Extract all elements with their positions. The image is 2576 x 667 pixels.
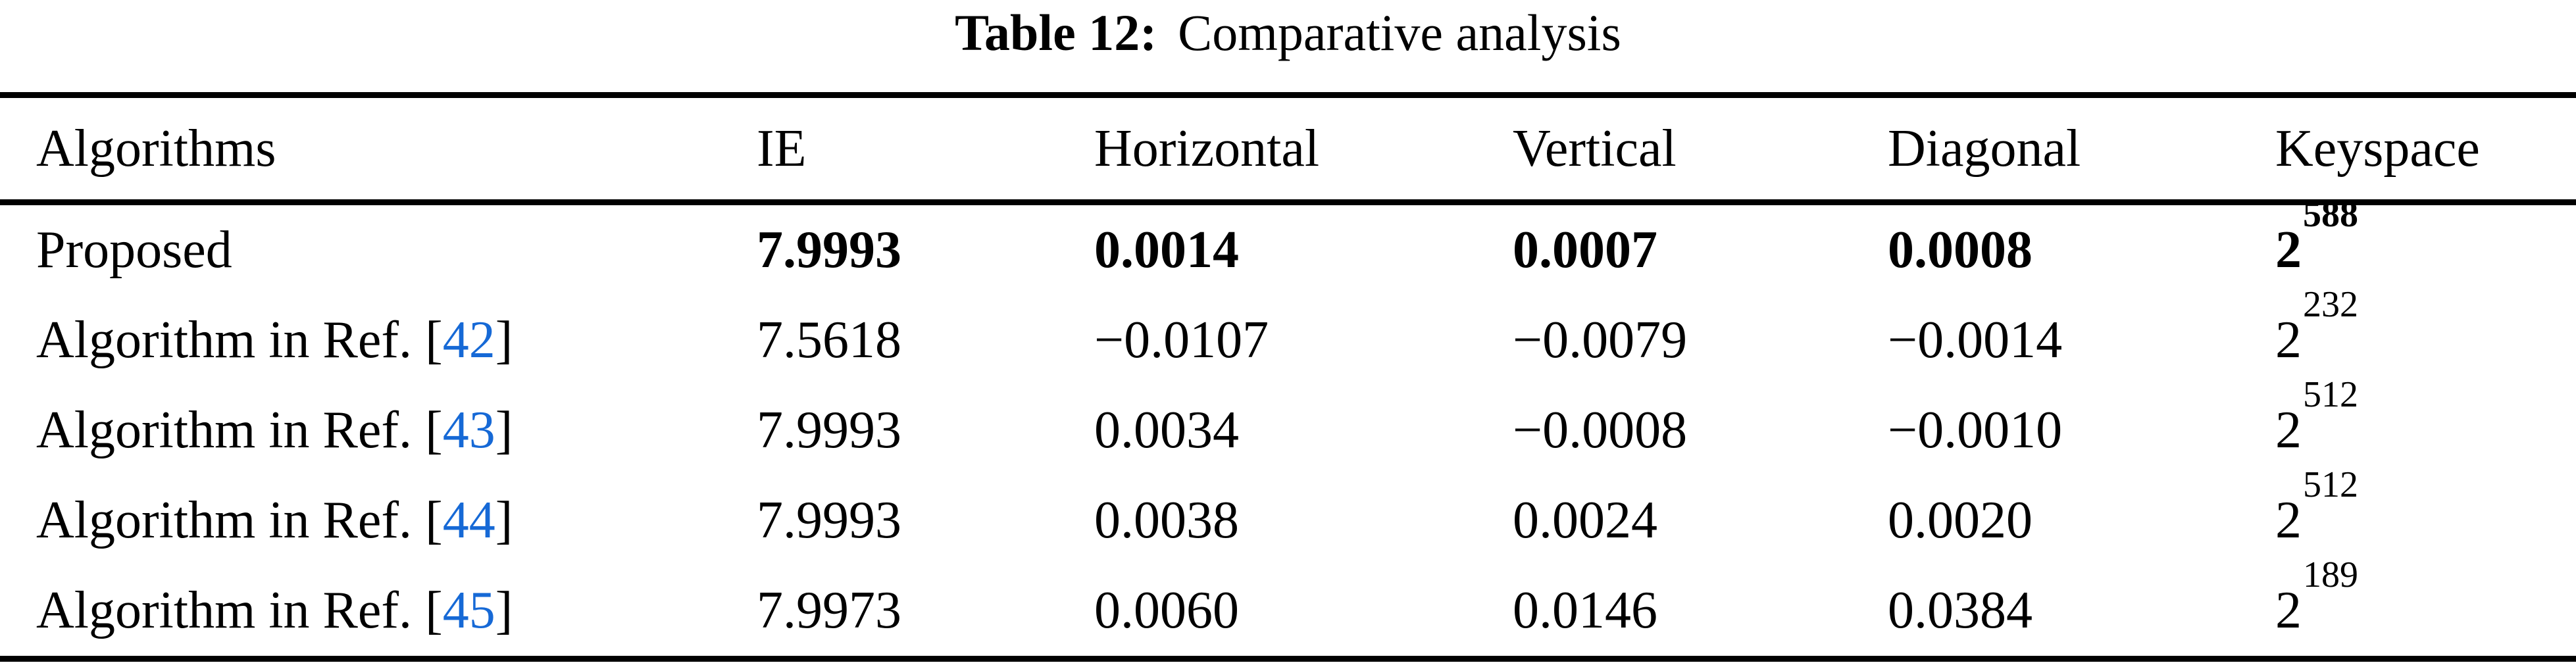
diagonal-cell: 0.0008: [1888, 221, 2033, 279]
keyspace-cell: 2189: [2275, 556, 2576, 659]
column-header-ie: IE: [757, 95, 1094, 205]
keyspace-base: 2: [2275, 581, 2302, 639]
keyspace-base: 2: [2275, 491, 2302, 549]
algorithm-label-cell: Algorithm in Ref. [45]: [0, 566, 757, 659]
keyspace-base: 2: [2275, 221, 2302, 279]
keyspace-base: 2: [2275, 311, 2302, 369]
diagonal-cell: −0.0010: [1888, 401, 2063, 459]
column-header-vertical: Vertical: [1513, 95, 1888, 205]
citation-link[interactable]: 45: [442, 581, 495, 639]
ref-bracket-close: ]: [495, 401, 513, 459]
keyspace-base: 2: [2275, 401, 2302, 459]
algorithm-label: Algorithm in Ref.: [36, 401, 426, 459]
keyspace-exponent: 512: [2303, 464, 2358, 506]
algorithm-label: Algorithm in Ref.: [36, 311, 426, 369]
ref-bracket-open: [: [425, 401, 443, 459]
diagonal-cell: −0.0014: [1888, 311, 2063, 369]
ie-cell: 7.9993: [757, 221, 901, 279]
horizontal-cell: 0.0034: [1094, 401, 1239, 459]
diagonal-cell: 0.0384: [1888, 581, 2033, 639]
keyspace-exponent: 588: [2303, 194, 2358, 235]
ie-cell: 7.9993: [757, 401, 901, 459]
ref-bracket-open: [: [425, 581, 443, 639]
ie-cell: 7.9973: [757, 581, 901, 639]
algorithm-label-cell: Algorithm in Ref. [43]: [0, 385, 757, 476]
keyspace-exponent: 232: [2303, 284, 2358, 326]
algorithm-label-cell: Algorithm in Ref. [44]: [0, 476, 757, 566]
horizontal-cell: 0.0014: [1094, 221, 1239, 279]
table-row-ref-44: Algorithm in Ref. [44] 7.9993 0.0038 0.0…: [0, 466, 2576, 566]
table-row-ref-43: Algorithm in Ref. [43] 7.9993 0.0034 −0.…: [0, 376, 2576, 476]
ref-bracket-close: ]: [495, 581, 513, 639]
column-header-horizontal: Horizontal: [1094, 95, 1513, 205]
column-header-algorithms: Algorithms: [0, 95, 757, 205]
vertical-cell: 0.0146: [1513, 581, 1657, 639]
ie-cell: 7.9993: [757, 491, 901, 549]
algorithm-label-cell: Algorithm in Ref. [42]: [0, 295, 757, 385]
vertical-cell: 0.0007: [1513, 221, 1657, 279]
ref-bracket-close: ]: [495, 491, 513, 549]
algorithm-label: Algorithm in Ref.: [36, 581, 426, 639]
horizontal-cell: 0.0060: [1094, 581, 1239, 639]
keyspace-cell: 2512: [2275, 376, 2576, 476]
table-caption: Table 12: Comparative analysis: [0, 0, 2576, 64]
keyspace-cell: 2588: [2275, 196, 2576, 296]
table-row-ref-45: Algorithm in Ref. [45] 7.9973 0.0060 0.0…: [0, 556, 2576, 659]
citation-link[interactable]: 42: [442, 311, 495, 369]
vertical-cell: −0.0008: [1513, 401, 1688, 459]
horizontal-cell: −0.0107: [1094, 311, 1269, 369]
table-caption-number: Table 12:: [955, 4, 1157, 61]
table-row-ref-42: Algorithm in Ref. [42] 7.5618 −0.0107 −0…: [0, 286, 2576, 385]
diagonal-cell: 0.0020: [1888, 491, 2033, 549]
citation-link[interactable]: 43: [442, 401, 495, 459]
keyspace-exponent: 189: [2303, 555, 2358, 596]
keyspace-exponent: 512: [2303, 374, 2358, 416]
vertical-cell: 0.0024: [1513, 491, 1657, 549]
ref-bracket-open: [: [425, 311, 443, 369]
citation-link[interactable]: 44: [442, 491, 495, 549]
table-caption-title: Comparative analysis: [1178, 4, 1621, 61]
column-header-keyspace: Keyspace: [2275, 95, 2576, 205]
header-row: Algorithms IE Horizontal Vertical Diagon…: [0, 95, 2576, 205]
table-row-proposed: Proposed 7.9993 0.0014 0.0007 0.0008 258…: [0, 196, 2576, 296]
vertical-cell: −0.0079: [1513, 311, 1688, 369]
keyspace-cell: 2512: [2275, 466, 2576, 566]
algorithm-label: Proposed: [36, 221, 232, 279]
ie-cell: 7.5618: [757, 311, 901, 369]
algorithm-label-cell: Proposed: [0, 203, 757, 296]
ref-bracket-close: ]: [495, 311, 513, 369]
comparative-analysis-table: Algorithms IE Horizontal Vertical Diagon…: [0, 92, 2576, 662]
horizontal-cell: 0.0038: [1094, 491, 1239, 549]
keyspace-cell: 2232: [2275, 286, 2576, 385]
column-header-diagonal: Diagonal: [1888, 95, 2275, 205]
algorithm-label: Algorithm in Ref.: [36, 491, 426, 549]
ref-bracket-open: [: [425, 491, 443, 549]
